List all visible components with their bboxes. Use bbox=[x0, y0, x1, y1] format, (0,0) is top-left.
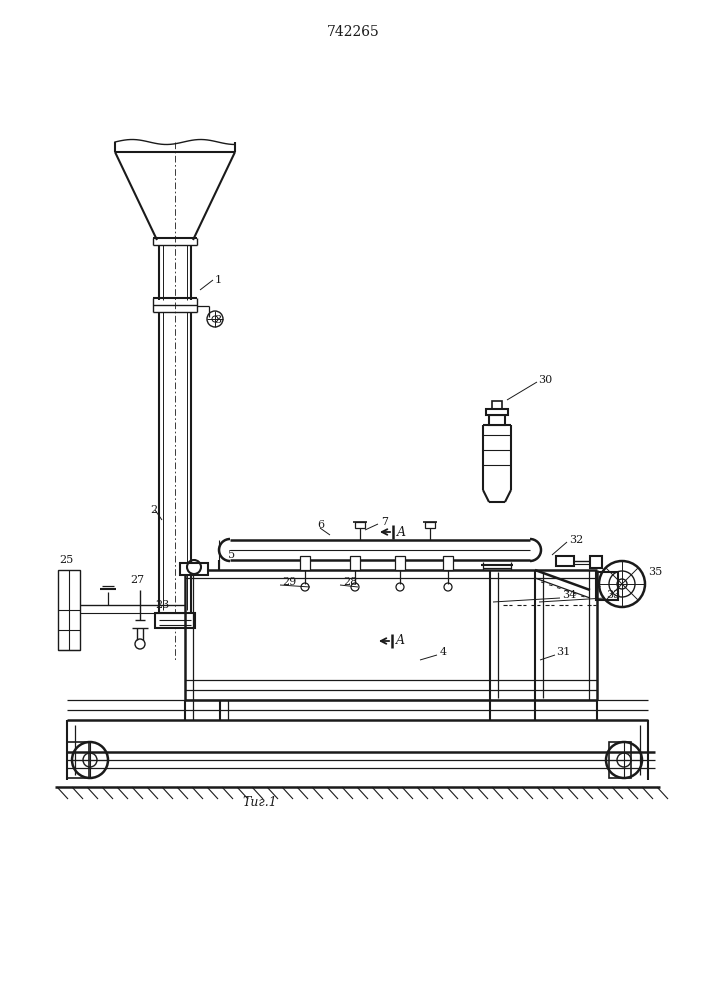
Text: 28: 28 bbox=[343, 577, 357, 587]
Text: 3: 3 bbox=[214, 315, 221, 325]
Text: A: A bbox=[397, 526, 406, 538]
Bar bbox=[67, 742, 89, 778]
Bar bbox=[492, 401, 502, 409]
Text: 742265: 742265 bbox=[327, 25, 380, 39]
Text: 33: 33 bbox=[606, 590, 620, 600]
Text: 2: 2 bbox=[150, 505, 157, 515]
Bar bbox=[350, 556, 360, 570]
Text: 34: 34 bbox=[562, 590, 576, 600]
Bar bbox=[596, 572, 618, 600]
Text: 5: 5 bbox=[228, 550, 235, 560]
Text: 29: 29 bbox=[282, 577, 296, 587]
Text: 4: 4 bbox=[440, 647, 447, 657]
Text: 35: 35 bbox=[648, 567, 662, 577]
Text: 27: 27 bbox=[130, 575, 144, 585]
Text: 1: 1 bbox=[215, 275, 222, 285]
Bar bbox=[425, 522, 435, 528]
Bar bbox=[609, 742, 631, 778]
Bar bbox=[300, 556, 310, 570]
Text: 7: 7 bbox=[381, 517, 388, 527]
Text: 31: 31 bbox=[556, 647, 571, 657]
Text: 6: 6 bbox=[317, 520, 324, 530]
Text: 23: 23 bbox=[155, 600, 169, 610]
Bar bbox=[489, 415, 505, 425]
Bar bbox=[355, 522, 365, 528]
Text: A: A bbox=[396, 635, 405, 648]
Bar bbox=[590, 556, 602, 568]
Bar bbox=[486, 409, 508, 415]
Text: 25: 25 bbox=[59, 555, 74, 565]
Bar bbox=[556, 556, 574, 566]
Text: 32: 32 bbox=[569, 535, 583, 545]
Bar bbox=[395, 556, 405, 570]
Bar bbox=[443, 556, 453, 570]
Bar bbox=[155, 613, 195, 628]
Text: 30: 30 bbox=[538, 375, 552, 385]
Bar bbox=[58, 570, 80, 650]
Text: Τиг.1: Τиг.1 bbox=[243, 796, 277, 808]
Bar bbox=[180, 563, 208, 575]
